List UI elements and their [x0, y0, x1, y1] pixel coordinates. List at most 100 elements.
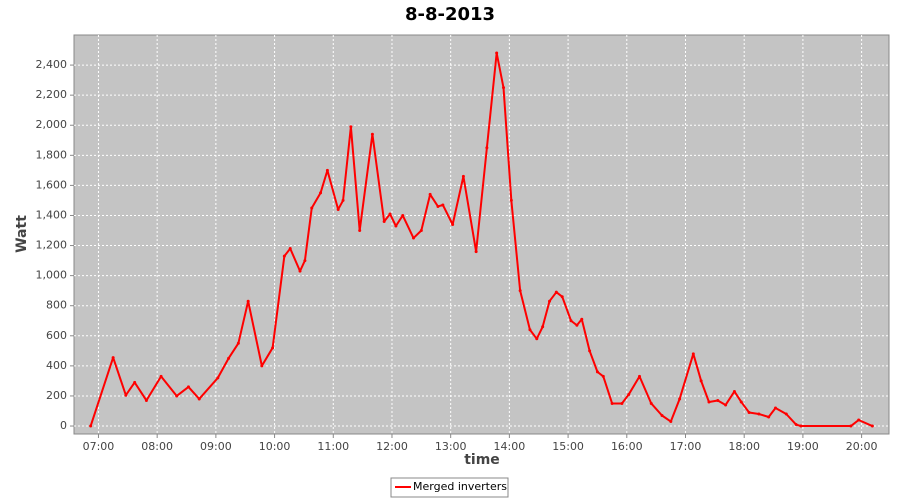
- y-tick-label: 2,000: [36, 118, 68, 131]
- data-point: [627, 392, 631, 396]
- data-point: [732, 389, 736, 393]
- data-point: [227, 356, 231, 360]
- y-tick-label: 1,600: [36, 178, 68, 191]
- data-point: [716, 398, 720, 402]
- x-tick-label: 08:00: [141, 440, 173, 453]
- data-point: [649, 401, 653, 405]
- data-point: [246, 299, 250, 303]
- data-point: [757, 412, 761, 416]
- data-point: [799, 424, 803, 428]
- data-point: [349, 125, 353, 129]
- data-point: [388, 212, 392, 216]
- data-point: [428, 192, 432, 196]
- data-point: [474, 250, 478, 254]
- x-axis-label: time: [464, 452, 500, 468]
- data-point: [260, 364, 264, 368]
- x-tick-label: 11:00: [317, 440, 349, 453]
- data-point: [707, 400, 711, 404]
- data-point: [610, 401, 614, 405]
- x-tick-label: 13:00: [435, 440, 467, 453]
- x-tick-label: 10:00: [259, 440, 291, 453]
- data-point: [638, 374, 642, 378]
- data-point: [197, 397, 201, 401]
- data-point: [111, 356, 115, 360]
- data-point: [569, 319, 573, 323]
- x-tick-label: 14:00: [494, 440, 526, 453]
- data-point: [849, 424, 853, 428]
- data-point: [518, 289, 522, 293]
- data-point: [341, 198, 345, 202]
- data-point: [325, 168, 329, 172]
- x-tick-label: 18:00: [728, 440, 760, 453]
- y-tick-label: 800: [46, 299, 67, 312]
- data-point: [370, 132, 374, 136]
- data-point: [336, 207, 340, 211]
- y-tick-label: 1,800: [36, 148, 68, 161]
- y-axis-label: Watt: [14, 215, 30, 253]
- data-point: [857, 418, 861, 422]
- data-point: [774, 406, 778, 410]
- data-point: [159, 374, 163, 378]
- data-point: [216, 376, 220, 380]
- y-tick-label: 2,200: [36, 88, 68, 101]
- y-tick-label: 200: [46, 389, 67, 402]
- y-tick-label: 2,400: [36, 58, 68, 71]
- chart-title: 8-8-2013: [405, 4, 495, 25]
- data-point: [485, 146, 489, 150]
- y-tick-label: 1,000: [36, 269, 68, 282]
- plot-area: [73, 34, 890, 435]
- data-point: [767, 415, 771, 419]
- x-tick-label: 17:00: [670, 440, 702, 453]
- x-tick-label: 15:00: [552, 440, 584, 453]
- data-point: [554, 290, 558, 294]
- data-point: [436, 204, 440, 208]
- data-point: [236, 341, 240, 345]
- data-point: [660, 414, 664, 418]
- data-point: [401, 213, 405, 217]
- y-tick-label: 600: [46, 329, 67, 342]
- data-point: [461, 174, 465, 178]
- data-point: [412, 236, 416, 240]
- data-point: [580, 317, 584, 321]
- x-tick-label: 20:00: [846, 440, 878, 453]
- x-tick-label: 12:00: [376, 440, 408, 453]
- data-point: [288, 247, 292, 251]
- x-tick-label: 16:00: [611, 440, 643, 453]
- data-point: [382, 219, 386, 223]
- data-point: [601, 374, 605, 378]
- data-point: [358, 229, 362, 233]
- data-point: [691, 352, 695, 356]
- data-point: [678, 397, 682, 401]
- data-point: [495, 51, 499, 55]
- data-point: [739, 400, 743, 404]
- data-point: [595, 370, 599, 374]
- data-point: [528, 328, 532, 332]
- data-point: [541, 325, 545, 329]
- data-point: [794, 423, 798, 427]
- plot-layer: [74, 35, 889, 434]
- data-point: [441, 203, 445, 207]
- data-point: [310, 206, 314, 210]
- data-point: [319, 191, 323, 195]
- x-tick-label: 09:00: [200, 440, 232, 453]
- data-point: [298, 269, 302, 273]
- legend-box: [390, 477, 509, 498]
- y-tick-label: 0: [60, 419, 67, 432]
- data-point: [509, 198, 513, 202]
- data-point: [419, 229, 423, 233]
- x-tick-label: 19:00: [787, 440, 819, 453]
- data-point: [186, 385, 190, 389]
- data-point: [620, 401, 624, 405]
- data-point: [282, 254, 286, 258]
- legend-label: Merged inverters: [413, 480, 507, 493]
- data-point: [89, 424, 93, 428]
- y-tick-label: 1,400: [36, 208, 68, 221]
- data-point: [747, 410, 751, 414]
- data-point: [575, 323, 579, 327]
- data-point: [394, 224, 398, 228]
- data-point: [451, 222, 455, 226]
- data-point: [669, 420, 673, 424]
- data-point: [303, 259, 307, 263]
